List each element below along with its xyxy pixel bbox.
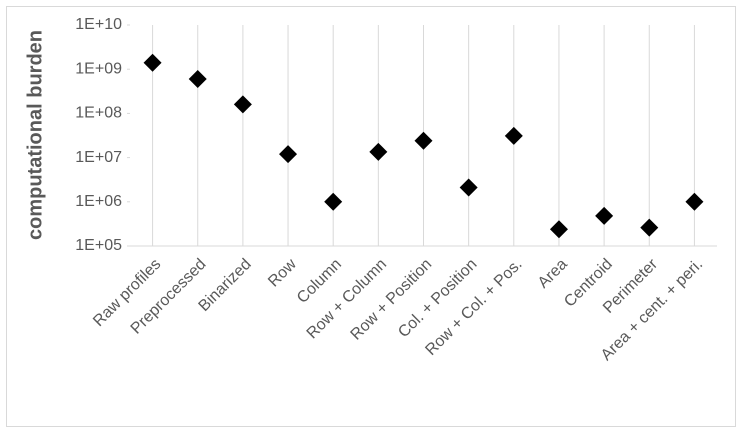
- diamond-marker: [143, 53, 162, 72]
- y-tick-label: 1E+05: [75, 237, 122, 254]
- y-tick-label: 1E+07: [75, 149, 122, 166]
- y-tick-label: 1E+06: [75, 193, 122, 210]
- y-axis-label: computational burden: [24, 30, 46, 240]
- diamond-marker: [459, 178, 478, 197]
- diamond-marker: [685, 192, 704, 211]
- diamond-marker: [640, 218, 659, 237]
- diamond-marker: [188, 70, 207, 89]
- chart-border: [6, 6, 736, 427]
- diamond-marker: [279, 145, 298, 164]
- diamond-marker: [414, 131, 433, 150]
- diamond-marker: [504, 126, 523, 145]
- y-tick-label: 1E+10: [75, 16, 122, 33]
- diamond-marker: [595, 206, 614, 225]
- y-tick-label: 1E+08: [75, 105, 122, 122]
- y-tick-label: 1E+09: [75, 60, 122, 77]
- diamond-marker: [549, 220, 568, 239]
- diamond-marker: [369, 142, 388, 161]
- diamond-marker: [324, 192, 343, 211]
- diamond-marker: [233, 95, 252, 114]
